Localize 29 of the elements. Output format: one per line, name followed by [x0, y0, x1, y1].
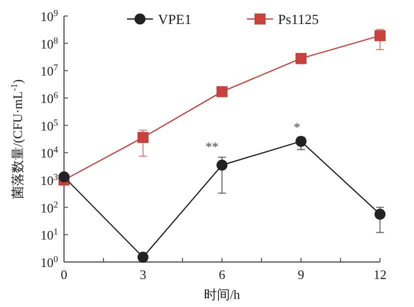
y-tick-label: 10$^{4}$: [40, 144, 58, 161]
legend-label: VPE1: [158, 13, 192, 28]
y-tick-label: 10$^{8}$: [40, 35, 58, 52]
x-tick-label: 6: [218, 267, 226, 282]
point: [296, 52, 306, 64]
point: [216, 86, 228, 98]
legend-label: Ps1125: [278, 13, 319, 28]
y-tick-label: 10$^{9}$: [40, 8, 58, 24]
point: [374, 208, 386, 220]
annotation: **: [206, 139, 218, 154]
y-tick-label: 10$^{0}$: [40, 254, 58, 270]
x-tick-label: 9: [298, 267, 304, 282]
y-tick-label: 10$^{1}$: [40, 226, 58, 243]
point: [138, 132, 148, 143]
point: [296, 136, 306, 147]
x-tick-label: 0: [60, 267, 68, 282]
y-tick-label: 10$^{7}$: [40, 62, 58, 79]
annotation: *: [294, 119, 300, 134]
point: [374, 30, 386, 42]
x-axis-title: 时间/h: [204, 287, 241, 302]
y-tick-label: 10$^{2}$: [40, 199, 58, 216]
x-tick-label: 12: [374, 267, 386, 282]
point: [138, 252, 148, 263]
point: [216, 160, 228, 171]
y-tick-label: 10$^{3}$: [40, 172, 58, 188]
y-tick-label: 10$^{5}$: [40, 117, 58, 134]
y-tick-label: 10$^{6}$: [40, 90, 58, 106]
x-tick-label: 3: [140, 267, 146, 282]
point: [58, 171, 70, 182]
